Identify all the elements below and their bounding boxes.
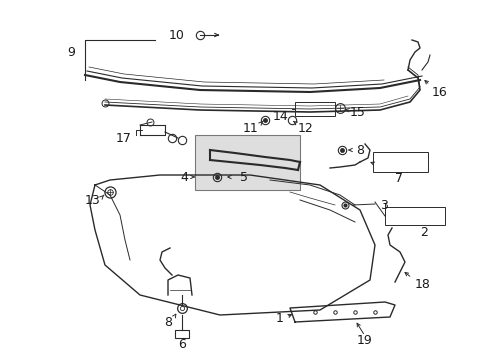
Bar — [294, 102, 334, 116]
Text: 11: 11 — [242, 122, 258, 135]
Text: 6: 6 — [178, 338, 185, 351]
Text: 1: 1 — [276, 311, 284, 324]
Text: 16: 16 — [431, 86, 447, 99]
Text: 4: 4 — [180, 171, 187, 184]
Text: 8: 8 — [355, 144, 363, 157]
Text: 10: 10 — [169, 28, 184, 41]
Text: 5: 5 — [240, 171, 247, 184]
Bar — [372, 152, 427, 172]
Bar — [195, 135, 299, 190]
Text: 19: 19 — [356, 333, 372, 346]
Text: 7: 7 — [394, 171, 402, 185]
Bar — [175, 330, 189, 338]
Text: 9: 9 — [67, 45, 75, 59]
Text: 15: 15 — [349, 105, 365, 118]
Text: 13: 13 — [84, 194, 100, 207]
Text: 18: 18 — [414, 279, 430, 292]
Text: 14: 14 — [272, 109, 287, 122]
Bar — [384, 207, 444, 225]
Text: 3: 3 — [379, 198, 387, 212]
Text: 2: 2 — [419, 225, 427, 239]
Text: 8: 8 — [163, 315, 172, 328]
Text: 17: 17 — [116, 131, 132, 144]
Text: 12: 12 — [297, 122, 313, 135]
